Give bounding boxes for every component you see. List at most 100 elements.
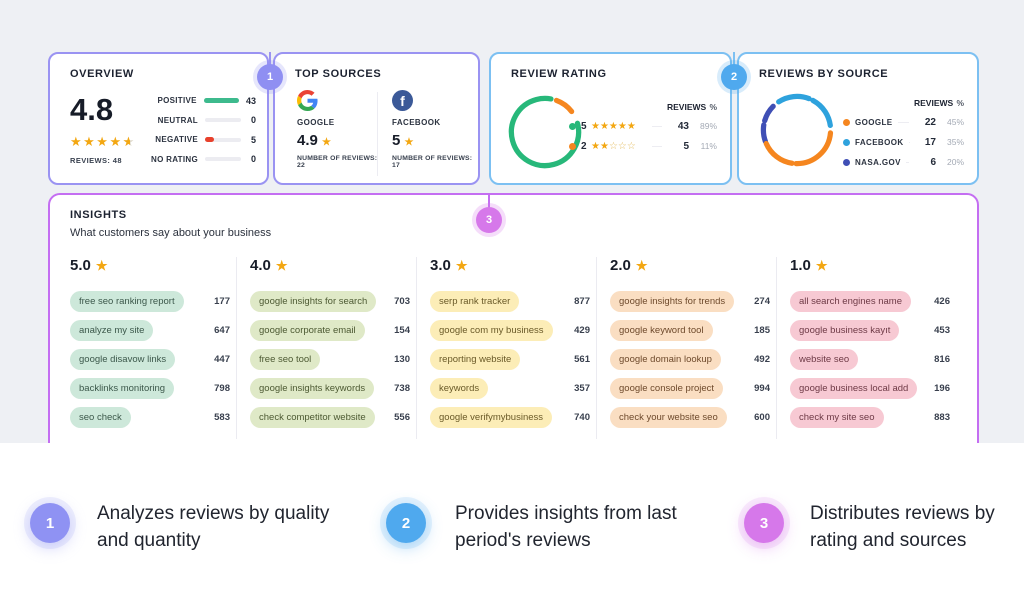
keyword-count: 154 xyxy=(394,324,410,336)
keyword-pill[interactable]: free seo tool xyxy=(250,348,321,370)
keyword-count: 492 xyxy=(754,353,770,365)
column-divider xyxy=(236,257,237,439)
review-rating-title: REVIEW RATING xyxy=(511,68,607,80)
keyword-row: google corporate email 154 xyxy=(250,319,410,341)
keyword-row: check your website seo 600 xyxy=(610,406,770,428)
keyword-pill[interactable]: check competitor website xyxy=(250,406,375,428)
insights-column-4-star: 4.0 ★ google insights for search 703 googl… xyxy=(250,257,410,435)
keyword-pill[interactable]: backlinks monitoring xyxy=(70,377,175,399)
keyword-row: google com my business 429 xyxy=(430,319,590,341)
column-divider xyxy=(776,257,777,439)
keyword-pill[interactable]: keywords xyxy=(430,377,489,399)
reviews-count: 5 xyxy=(683,140,689,152)
stars-display: ★★★★★ xyxy=(591,120,636,132)
keyword-count: 447 xyxy=(214,353,230,365)
rating-value: 2 xyxy=(581,140,587,152)
sentiment-bar xyxy=(203,98,239,104)
keyword-pill[interactable]: check my site seo xyxy=(790,406,884,428)
star-icon: ★ xyxy=(322,137,331,148)
overview-reviews-count: REVIEWS: 48 xyxy=(70,156,122,165)
keyword-row: free seo ranking report 177 xyxy=(70,290,230,312)
keyword-pill[interactable]: free seo ranking report xyxy=(70,290,184,312)
reviews-count: 22 xyxy=(924,116,936,128)
keyword-pill[interactable]: google domain lookup xyxy=(610,348,721,370)
keyword-pill[interactable]: google insights for search xyxy=(250,290,377,312)
keyword-pill[interactable]: seo check xyxy=(70,406,131,428)
keyword-count: 274 xyxy=(754,295,770,307)
annotation-badge-1: 1 xyxy=(257,64,283,90)
source-donut-chart xyxy=(760,93,834,167)
source-label: GOOGLE xyxy=(855,117,893,127)
stars-display: ★★☆☆☆ xyxy=(591,140,636,152)
keyword-count: 426 xyxy=(934,295,950,307)
legend-text-1: Analyzes reviews by quality and quantity xyxy=(97,503,330,551)
source-review-count: NUMBER OF REVIEWS: 22 xyxy=(297,155,378,169)
header-percent: % xyxy=(956,98,964,108)
keyword-count: 561 xyxy=(574,353,590,365)
sentiment-row-no-rating: NO RATING 0 xyxy=(140,150,256,170)
keyword-pill[interactable]: google disavow links xyxy=(70,348,176,370)
keyword-count: 357 xyxy=(574,382,590,394)
star-icon: ★ xyxy=(455,258,468,273)
keyword-pill[interactable]: google keyword tool xyxy=(610,319,713,341)
keyword-count: 196 xyxy=(934,382,950,394)
overview-title: OVERVIEW xyxy=(70,68,134,80)
keyword-row: google verifymybusiness 740 xyxy=(430,406,590,428)
keyword-row: google insights keywords 738 xyxy=(250,377,410,399)
keyword-row: google console project 994 xyxy=(610,377,770,399)
badge-2-stem xyxy=(733,52,735,66)
keyword-row: google business local add 196 xyxy=(790,377,950,399)
keyword-count: 177 xyxy=(214,295,230,307)
header-reviews: REVIEWS xyxy=(667,102,707,112)
sentiment-breakdown: POSITIVE 43 NEUTRAL 0 NEGATIVE 5 NO RATI… xyxy=(140,91,256,169)
sentiment-row-positive: POSITIVE 43 xyxy=(140,91,256,111)
column-divider xyxy=(596,257,597,439)
keyword-row: check my site seo 883 xyxy=(790,406,950,428)
keyword-pill[interactable]: analyze my site xyxy=(70,319,154,341)
keyword-count: 740 xyxy=(574,411,590,423)
keyword-pill[interactable]: serp rank tracker xyxy=(430,290,520,312)
legend-circle-2: 2 xyxy=(386,503,426,543)
keyword-pill[interactable]: website seo xyxy=(790,348,859,370)
column-rating-header: 5.0 ★ xyxy=(70,257,108,274)
insights-column-5-star: 5.0 ★ free seo ranking report 177 analyze … xyxy=(70,257,230,435)
source-review-count: NUMBER OF REVIEWS: 17 xyxy=(392,155,473,169)
leader-line xyxy=(652,125,662,127)
keyword-count: 798 xyxy=(214,382,230,394)
orange-dot-icon xyxy=(569,142,576,150)
vertical-divider xyxy=(377,92,378,176)
keyword-row: google disavow links 447 xyxy=(70,348,230,370)
keyword-pill[interactable]: google business kayıt xyxy=(790,319,900,341)
indigo-dot-icon xyxy=(843,158,850,166)
insights-card: INSIGHTS What customers say about your b… xyxy=(48,193,979,455)
reviews-count: 43 xyxy=(677,120,689,132)
keyword-pill[interactable]: google console project xyxy=(610,377,724,399)
keyword-pill[interactable]: google verifymybusiness xyxy=(430,406,553,428)
rating-value: 5 xyxy=(581,120,587,132)
legend-circle-3: 3 xyxy=(744,503,784,543)
keyword-pill[interactable]: reporting website xyxy=(430,348,521,370)
keyword-pill[interactable]: google business local add xyxy=(790,377,918,399)
keyword-pill[interactable]: google insights keywords xyxy=(250,377,375,399)
source-label: FACEBOOK xyxy=(855,137,904,147)
star-half-icon: ★★ xyxy=(122,134,136,149)
reviews-count: 17 xyxy=(924,136,936,148)
keyword-count: 877 xyxy=(574,295,590,307)
keyword-pill[interactable]: google corporate email xyxy=(250,319,365,341)
column-rating-header: 4.0 ★ xyxy=(250,257,288,274)
keyword-pill[interactable]: google com my business xyxy=(430,319,553,341)
keyword-count: 130 xyxy=(394,353,410,365)
keyword-pill[interactable]: all search engines name xyxy=(790,290,911,312)
keyword-pill[interactable]: check your website seo xyxy=(610,406,727,428)
column-rating-header: 2.0 ★ xyxy=(610,257,648,274)
sentiment-label: POSITIVE xyxy=(157,96,197,106)
source-row-facebook: FACEBOOK 17 35% xyxy=(843,132,964,152)
badge-3-stem xyxy=(488,193,490,209)
keyword-count: 647 xyxy=(214,324,230,336)
keyword-count: 994 xyxy=(754,382,770,394)
sentiment-row-negative: NEGATIVE 5 xyxy=(140,130,256,150)
column-rating-header: 3.0 ★ xyxy=(430,257,468,274)
keyword-row: google insights for search 703 xyxy=(250,290,410,312)
keyword-pill[interactable]: google insights for trends xyxy=(610,290,735,312)
top-sources-card: TOP SOURCES GOOGLE 4.9 ★ NUMBER OF REVIE… xyxy=(273,52,480,185)
